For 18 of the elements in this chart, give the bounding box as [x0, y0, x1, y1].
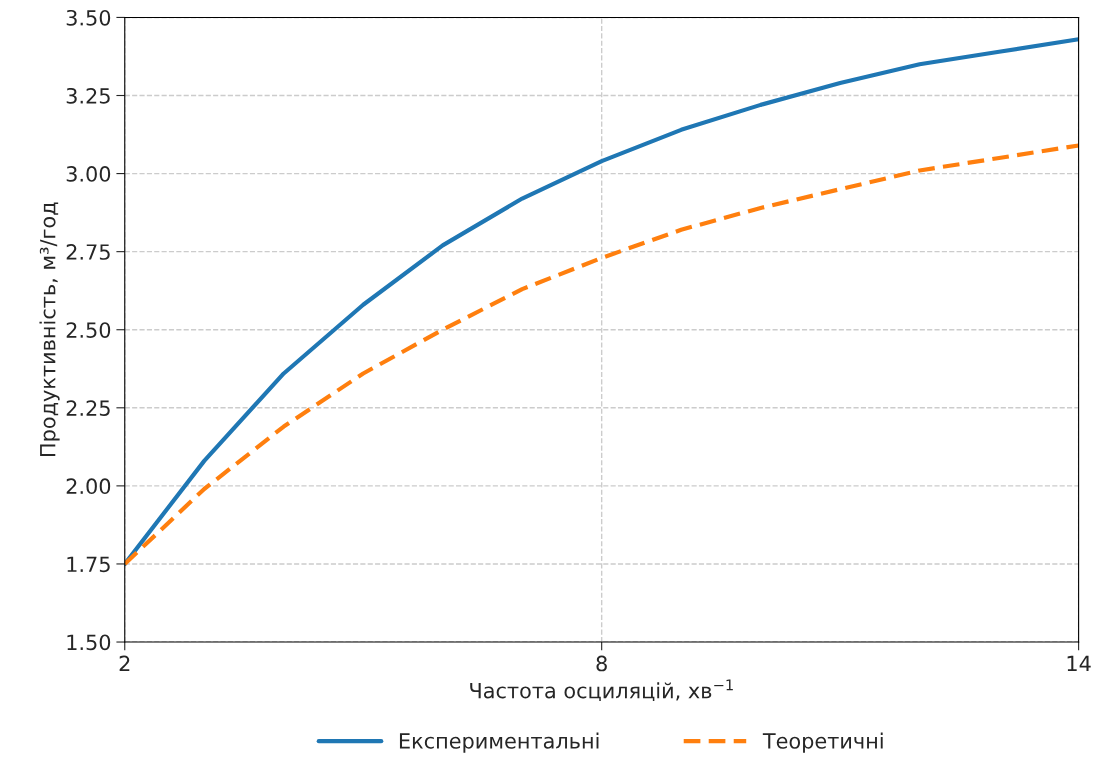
y-tick-label: 1.75 — [67, 556, 110, 573]
line-series — [124, 37, 1079, 567]
x-tick-label: 2 — [119, 655, 130, 672]
x-tick-label: 8 — [596, 655, 607, 672]
x-tick-label: 14 — [1067, 655, 1091, 672]
line-series — [124, 143, 1079, 567]
y-tick-label: 3.25 — [66, 87, 110, 104]
y-axis-title: Продуктивність, м³/год — [39, 202, 60, 456]
y-tick-label: 2.50 — [66, 322, 111, 338]
legend-label: Експериментальні — [399, 732, 599, 753]
y-tick-label: 3.50 — [66, 9, 111, 26]
y-tick-label: 2.75 — [66, 244, 110, 260]
y-tick-label: 3.00 — [66, 166, 111, 182]
y-tick-label: 2.25 — [66, 400, 110, 417]
y-tick-label: 1.50 — [67, 634, 111, 651]
y-tick-label: 2.00 — [66, 478, 111, 495]
x-axis-title: Частота осциляцій, хв$^{−1}$ — [470, 679, 733, 702]
legend-label: Теоретичні — [762, 732, 883, 753]
